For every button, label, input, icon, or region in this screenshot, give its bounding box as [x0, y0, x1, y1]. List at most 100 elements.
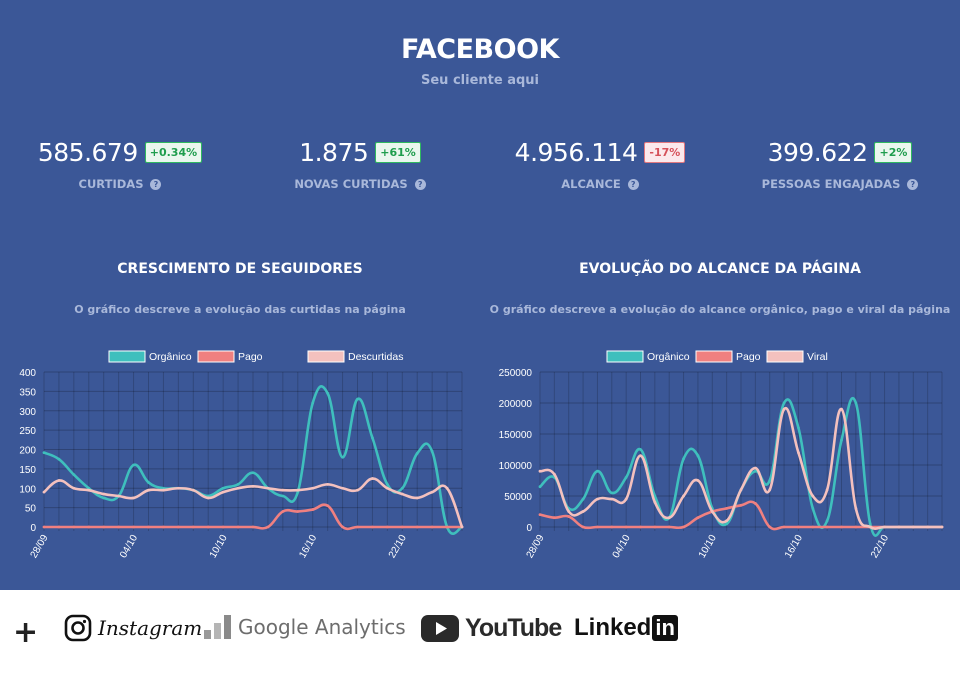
data-point: [415, 496, 419, 500]
kpi-novas-curtidas: 1.875 +61% NOVAS CURTIDAS ?: [240, 138, 480, 191]
data-point: [854, 525, 858, 529]
x-tick-label: 22/10: [387, 533, 409, 561]
data-point: [72, 473, 76, 477]
help-icon[interactable]: ?: [150, 178, 162, 190]
data-point: [445, 525, 449, 529]
data-point: [581, 497, 585, 501]
data-point: [251, 484, 255, 488]
data-point: [797, 426, 800, 430]
data-point: [162, 525, 165, 529]
data-point: [840, 438, 843, 442]
data-point: [42, 525, 46, 529]
x-tick-label: 04/10: [118, 533, 140, 561]
data-point: [854, 401, 858, 405]
kpi-delta-badge: +0.34%: [144, 142, 203, 163]
legend-swatch: [197, 350, 235, 363]
data-point: [57, 457, 61, 461]
data-point: [768, 488, 772, 492]
data-point: [371, 436, 374, 440]
page-subtitle: Seu cliente aqui: [421, 73, 539, 88]
data-point: [236, 525, 240, 529]
data-point: [371, 477, 374, 480]
kpi-label: NOVAS CURTIDAS: [294, 177, 408, 191]
x-tick-label: 04/10: [611, 533, 633, 561]
chart-title-alcance: EVOLUÇÃO DO ALCANCE DA PÁGINA: [579, 261, 861, 277]
data-point: [385, 482, 389, 486]
data-point: [840, 407, 843, 411]
data-point: [102, 492, 106, 496]
y-tick-label: 400: [19, 368, 36, 379]
data-point: [854, 507, 858, 510]
data-point: [415, 451, 419, 455]
data-point: [739, 488, 743, 492]
data-point: [311, 508, 315, 511]
data-point: [811, 494, 815, 498]
youtube-play-icon: [421, 615, 459, 642]
y-tick-label: 150: [19, 465, 36, 476]
linkedin-in-icon: in: [652, 615, 678, 641]
data-point: [341, 525, 344, 529]
data-point: [191, 525, 195, 529]
x-tick-label: 10/10: [208, 533, 230, 561]
data-point: [430, 490, 434, 494]
data-point: [385, 486, 389, 490]
x-tick-label: 16/10: [297, 533, 319, 561]
data-point: [610, 525, 614, 529]
data-point: [811, 525, 815, 529]
legend-label: Pago: [238, 351, 263, 363]
data-point: [782, 525, 786, 529]
data-point: [940, 525, 944, 529]
data-point: [251, 525, 255, 529]
data-point: [624, 497, 628, 501]
data-point: [725, 522, 729, 526]
data-point: [430, 450, 434, 453]
y-tick-label: 350: [19, 387, 36, 398]
data-point: [266, 525, 270, 529]
data-point: [782, 407, 786, 411]
help-icon[interactable]: ?: [907, 178, 919, 190]
kpi-pessoas-engajadas: 399.622 +2% PESSOAS ENGAJADAS ?: [720, 138, 960, 191]
data-point: [191, 488, 195, 492]
data-point: [739, 503, 743, 507]
data-point: [385, 525, 389, 529]
data-point: [206, 525, 210, 529]
data-point: [132, 463, 135, 467]
y-tick-label: 250: [19, 426, 36, 437]
data-point: [266, 486, 270, 490]
data-point: [221, 486, 225, 490]
kpi-delta-badge: +2%: [874, 142, 913, 163]
data-point: [538, 513, 542, 516]
data-point: [667, 525, 671, 529]
y-tick-label: 250000: [499, 368, 533, 379]
data-point: [147, 525, 150, 529]
chart-description-seguidores: O gráfico descreve a evolução das curtid…: [74, 303, 406, 316]
help-icon[interactable]: ?: [627, 178, 639, 190]
legend-swatch: [766, 350, 804, 363]
data-point: [281, 488, 285, 492]
data-point: [147, 488, 150, 492]
y-tick-label: 50000: [504, 492, 532, 503]
facebook-dashboard-panel: [0, 0, 960, 590]
data-point: [538, 485, 542, 489]
legend-label: Pago: [736, 351, 761, 363]
data-point: [117, 525, 121, 529]
data-point: [57, 479, 61, 482]
data-point: [725, 507, 729, 510]
data-point: [206, 496, 210, 500]
data-point: [356, 397, 359, 401]
data-point: [868, 522, 872, 526]
help-icon[interactable]: ?: [414, 178, 426, 190]
data-point: [326, 482, 330, 486]
x-tick-label: 28/09: [29, 533, 51, 561]
instagram-wordmark: Instagram: [98, 616, 203, 640]
x-tick-label: 22/10: [869, 533, 891, 561]
y-tick-label: 300: [19, 407, 36, 418]
y-tick-label: 50: [25, 504, 37, 515]
data-point: [415, 525, 419, 529]
data-point: [162, 488, 165, 492]
data-point: [768, 479, 772, 482]
data-point: [811, 507, 815, 510]
data-point: [57, 525, 61, 529]
kpi-delta-badge: -17%: [644, 142, 686, 163]
data-point: [624, 476, 628, 479]
